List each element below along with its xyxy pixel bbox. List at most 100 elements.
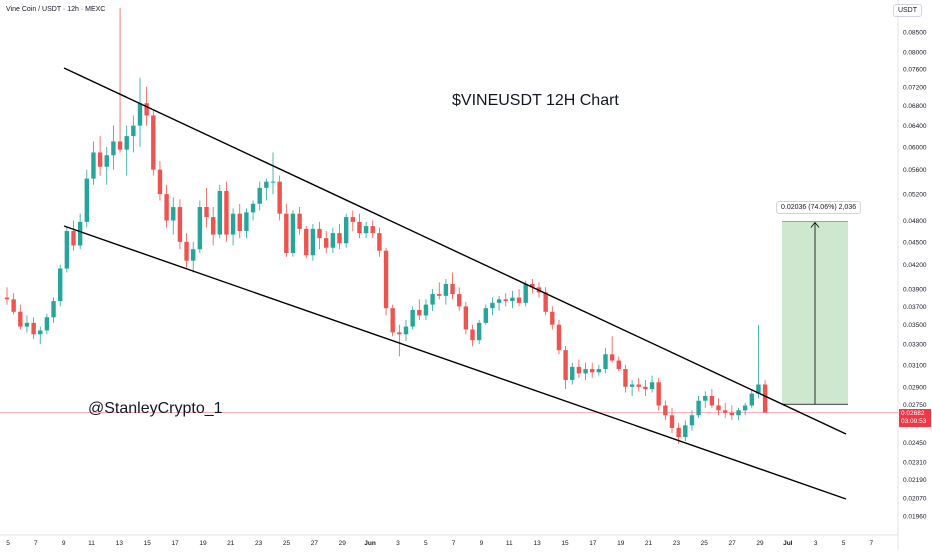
candle[interactable] (603, 348, 608, 374)
candle[interactable] (736, 407, 741, 421)
candle[interactable] (257, 181, 262, 211)
candle[interactable] (663, 400, 668, 421)
candle[interactable] (290, 210, 296, 257)
candle[interactable] (4, 287, 10, 305)
candle[interactable] (137, 77, 143, 147)
candle[interactable] (636, 377, 641, 392)
candle[interactable] (104, 146, 109, 185)
candle[interactable] (157, 160, 163, 201)
candle[interactable] (191, 241, 196, 273)
candle[interactable] (756, 324, 761, 399)
candle[interactable] (390, 304, 395, 337)
candle[interactable] (556, 320, 562, 355)
candle[interactable] (417, 299, 422, 321)
candle[interactable] (696, 395, 701, 418)
candle[interactable] (550, 306, 555, 330)
candle[interactable] (437, 282, 442, 300)
candle[interactable] (204, 187, 209, 228)
candle[interactable] (543, 287, 548, 316)
candle[interactable] (563, 346, 568, 390)
candle[interactable] (490, 297, 495, 316)
candle[interactable] (117, 7, 123, 153)
candle[interactable] (317, 221, 322, 250)
candle[interactable] (304, 226, 309, 259)
candle[interactable] (44, 313, 50, 335)
candle[interactable] (284, 203, 289, 257)
candle[interactable] (244, 208, 249, 239)
candle[interactable] (91, 141, 96, 185)
candle[interactable] (343, 213, 349, 248)
candle[interactable] (450, 272, 455, 300)
candle[interactable] (729, 405, 735, 421)
candle[interactable] (463, 301, 469, 335)
candle[interactable] (377, 227, 382, 257)
candle[interactable] (18, 304, 23, 330)
candle[interactable] (250, 200, 256, 221)
candle[interactable] (742, 403, 748, 416)
candle[interactable] (703, 391, 708, 408)
candle[interactable] (457, 287, 462, 311)
candle[interactable] (749, 389, 754, 408)
candle[interactable] (97, 136, 103, 176)
candle[interactable] (629, 380, 635, 396)
candle[interactable] (397, 324, 402, 357)
candle[interactable] (151, 110, 156, 176)
candle[interactable] (689, 410, 695, 431)
candle[interactable] (423, 299, 429, 321)
candle[interactable] (470, 324, 475, 347)
candle[interactable] (324, 230, 329, 253)
candle[interactable] (31, 317, 36, 340)
candle[interactable] (310, 223, 316, 261)
lower-trendline[interactable] (63, 225, 847, 500)
candle[interactable] (510, 290, 515, 309)
candle[interactable] (38, 326, 43, 345)
candle[interactable] (476, 320, 482, 345)
candle[interactable] (264, 178, 269, 201)
candle[interactable] (71, 220, 76, 251)
candle[interactable] (496, 295, 502, 311)
candle[interactable] (483, 304, 488, 325)
candle[interactable] (503, 293, 508, 307)
candle[interactable] (350, 210, 355, 231)
candle[interactable] (649, 375, 655, 393)
candle[interactable] (164, 184, 169, 228)
candle[interactable] (430, 289, 435, 311)
candle[interactable] (277, 175, 282, 221)
candle[interactable] (337, 223, 342, 250)
candle[interactable] (363, 221, 369, 239)
candle[interactable] (197, 200, 203, 253)
candle[interactable] (762, 380, 768, 413)
candle[interactable] (383, 247, 389, 316)
candle[interactable] (709, 389, 715, 408)
candle[interactable] (270, 152, 276, 195)
candle[interactable] (210, 207, 216, 246)
candle[interactable] (570, 362, 575, 385)
candle[interactable] (131, 115, 136, 153)
currency-label[interactable]: USDT (892, 4, 922, 17)
candle[interactable] (583, 362, 588, 381)
candle[interactable] (58, 264, 63, 307)
candle[interactable] (297, 207, 302, 235)
candle[interactable] (84, 169, 89, 228)
candle[interactable] (576, 359, 582, 378)
candle[interactable] (171, 197, 176, 235)
candle[interactable] (124, 125, 129, 176)
candle[interactable] (330, 227, 336, 253)
candle[interactable] (683, 420, 688, 442)
symbol-label[interactable]: Vine Coin / USDT · 12h · MEXC (6, 6, 106, 13)
candle[interactable] (410, 306, 415, 330)
candle[interactable] (230, 208, 236, 246)
candle[interactable] (224, 181, 229, 242)
candle[interactable] (177, 199, 183, 250)
candle[interactable] (656, 377, 661, 411)
candle[interactable] (516, 289, 522, 307)
candle[interactable] (184, 233, 189, 269)
candle[interactable] (596, 364, 602, 376)
candle[interactable] (669, 407, 675, 434)
candle[interactable] (11, 293, 16, 315)
candle[interactable] (111, 125, 116, 170)
candle[interactable] (609, 336, 615, 363)
candle[interactable] (523, 280, 528, 307)
